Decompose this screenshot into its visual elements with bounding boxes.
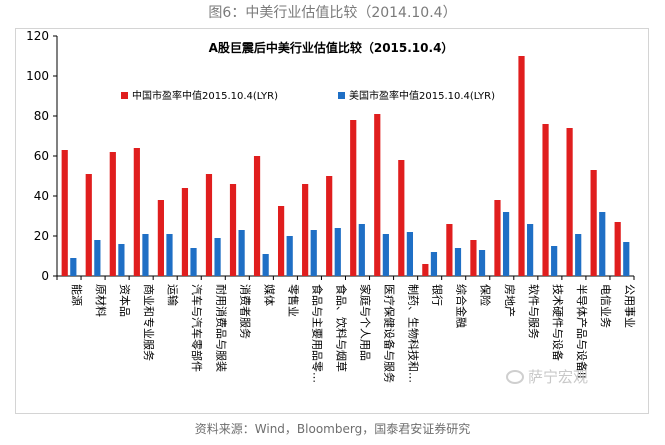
us-pe-bar bbox=[623, 242, 630, 276]
china-pe-bar bbox=[542, 124, 549, 276]
china-pe-bar bbox=[422, 264, 429, 276]
us-pe-bar bbox=[454, 248, 462, 276]
x-category-label: 电信业务 bbox=[599, 284, 612, 328]
china-pe-bar bbox=[398, 160, 405, 276]
us-pe-bar bbox=[190, 248, 197, 276]
x-category-label: 商业和专业服务 bbox=[142, 284, 156, 361]
china-pe-bar bbox=[518, 56, 525, 276]
x-category-label: 公用事业 bbox=[623, 284, 636, 328]
us-pe-bar bbox=[382, 234, 389, 276]
watermark-text: 萨宁宏观 bbox=[528, 368, 589, 386]
watermark: 萨宁宏观 bbox=[506, 366, 588, 387]
x-category-label: 半导体产品与设备II bbox=[575, 284, 589, 379]
x-category-label: 家庭与个人用品 bbox=[359, 284, 373, 361]
us-pe-bar bbox=[94, 240, 101, 276]
legend-label: 美国市盈率中值2015.10.4(LYR) bbox=[349, 89, 495, 102]
us-pe-bar bbox=[70, 258, 77, 276]
x-category-label: 保险 bbox=[479, 284, 493, 306]
china-pe-bar bbox=[205, 174, 213, 276]
legend-label: 中国市盈率中值2015.10.4(LYR) bbox=[132, 89, 278, 102]
us-pe-bar bbox=[334, 228, 341, 276]
chart-legend: 中国市盈率中值2015.10.4(LYR) 美国市盈率中值2015.10.4(LY… bbox=[121, 89, 495, 102]
x-category-label: 制药、生物科技和… bbox=[407, 284, 421, 383]
us-pe-bar bbox=[502, 212, 510, 276]
china-pe-bar bbox=[326, 176, 333, 276]
china-pe-bar bbox=[302, 184, 309, 276]
y-tick-label: 40 bbox=[34, 189, 49, 203]
x-category-label: 资本品 bbox=[118, 284, 132, 317]
us-pe-bar bbox=[575, 234, 582, 276]
x-category-label: 银行 bbox=[431, 284, 445, 306]
us-pe-bar bbox=[142, 234, 149, 276]
us-pe-bar bbox=[527, 224, 534, 276]
china-pe-bar bbox=[277, 206, 285, 276]
x-category-label: 软件与服务 bbox=[527, 284, 541, 339]
y-tick-label: 20 bbox=[34, 229, 49, 243]
us-pe-bar bbox=[214, 238, 221, 276]
china-pe-bar bbox=[350, 120, 357, 276]
x-category-label: 综合金融 bbox=[455, 284, 469, 328]
wechat-icon bbox=[506, 369, 524, 384]
chart-frame bbox=[15, 28, 649, 414]
us-pe-bar bbox=[238, 230, 245, 276]
us-pe-bar bbox=[406, 232, 414, 276]
china-pe-bar bbox=[253, 156, 261, 276]
x-category-label: 汽车与汽车零部件 bbox=[190, 284, 204, 372]
legend-swatch bbox=[338, 92, 345, 99]
x-category-label: 运输 bbox=[166, 284, 180, 306]
china-pe-bar bbox=[109, 152, 116, 276]
china-pe-bar bbox=[470, 240, 477, 276]
x-category-label: 能源 bbox=[70, 284, 84, 306]
china-pe-bar bbox=[446, 224, 453, 276]
us-pe-bar bbox=[262, 254, 269, 276]
x-category-label: 零售业 bbox=[286, 284, 300, 317]
china-pe-bar bbox=[614, 222, 621, 276]
x-category-label: 医疗保健设备与服务 bbox=[383, 284, 397, 383]
x-category-label: 技术硬件与设备 bbox=[551, 284, 565, 361]
source-note: 资料来源：Wind，Bloomberg，国泰君安证券研究 bbox=[194, 422, 471, 436]
china-pe-bar bbox=[133, 148, 140, 276]
china-pe-bar bbox=[374, 114, 381, 276]
x-category-label: 食品、饮料与烟草 bbox=[334, 284, 348, 372]
us-pe-bar bbox=[166, 234, 173, 276]
x-axis-labels: 能源 原材料 资本品 商业和专业服务 运输 汽车与汽车零部件 耐用消费品与服装 消费者服务 媒体… bbox=[56, 276, 636, 383]
x-category-label: 原材料 bbox=[94, 284, 108, 317]
us-pe-bar bbox=[118, 244, 125, 276]
x-category-label: 食品与主要用品零… bbox=[310, 284, 324, 383]
y-tick-label: 120 bbox=[26, 29, 49, 43]
us-pe-bar bbox=[599, 212, 606, 276]
china-pe-bar bbox=[566, 128, 573, 276]
us-pe-bar bbox=[430, 252, 438, 276]
x-category-label: 媒体 bbox=[262, 284, 276, 306]
china-pe-bar bbox=[229, 184, 237, 276]
china-pe-bar bbox=[85, 174, 92, 276]
chart-title: A股巨震后中美行业估值比较（2015.10.4） bbox=[209, 40, 454, 55]
x-category-label: 耐用消费品与服装 bbox=[214, 284, 228, 372]
x-category-label: 消费者服务 bbox=[238, 284, 252, 339]
bar-series bbox=[61, 56, 630, 276]
y-tick-label: 80 bbox=[34, 109, 49, 123]
y-tick-label: 100 bbox=[26, 69, 49, 83]
china-pe-bar bbox=[590, 170, 597, 276]
y-tick-label: 0 bbox=[41, 269, 49, 283]
china-pe-bar bbox=[157, 200, 164, 276]
china-pe-bar bbox=[494, 200, 501, 276]
us-pe-bar bbox=[310, 230, 317, 276]
x-category-label: 房地产 bbox=[503, 284, 517, 317]
figure-caption: 图6：中美行业估值比较（2014.10.4） bbox=[208, 5, 457, 21]
us-pe-bar bbox=[551, 246, 558, 276]
china-pe-bar bbox=[181, 188, 189, 276]
us-pe-bar bbox=[358, 224, 365, 276]
us-pe-bar bbox=[286, 236, 293, 276]
y-tick-label: 60 bbox=[34, 149, 49, 163]
us-pe-bar bbox=[478, 250, 486, 276]
china-pe-bar bbox=[61, 150, 68, 276]
legend-swatch bbox=[121, 92, 128, 99]
y-axis-ticks: 0 20 40 60 80 100 120 bbox=[26, 29, 57, 283]
